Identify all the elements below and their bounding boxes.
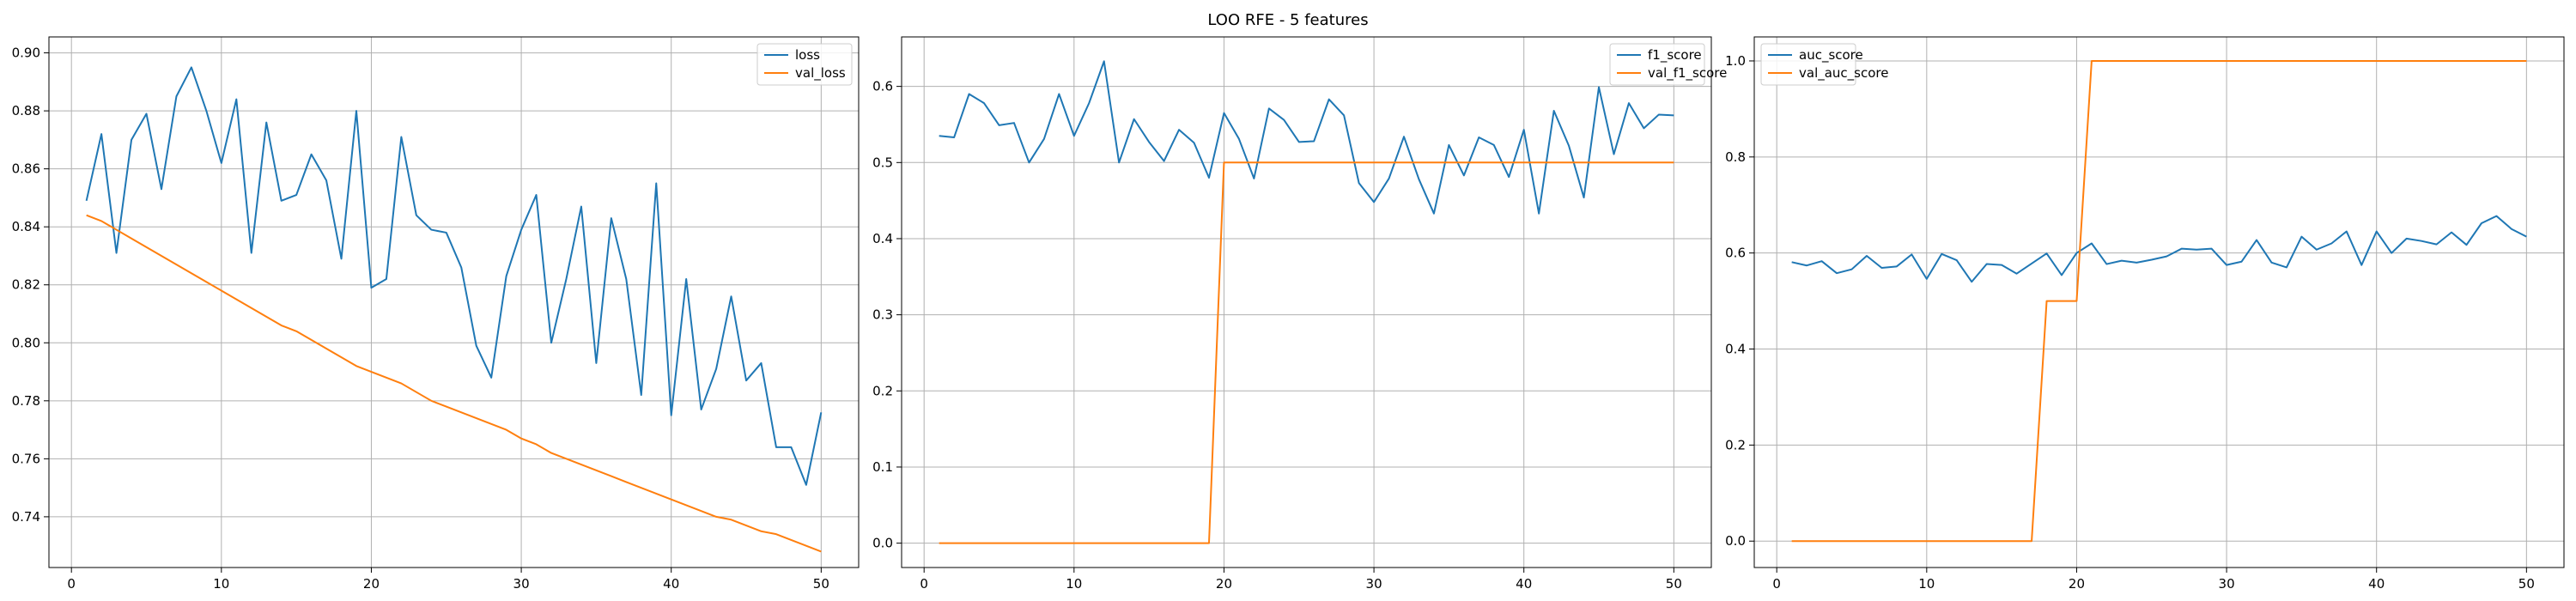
chart-panel-2: 0 10 20 30 40 50 0.0 0.1 0.2 0.3 0.4 0.5 0.6 f1_score… [872,36,1727,592]
x-tick-label: 50 [813,576,829,592]
legend-label-val_f1_score: val_f1_score [1648,65,1727,82]
y-tick-label: 1.0 [1725,53,1746,69]
x-tick-label: 50 [1666,576,1682,592]
y-tick-label: 0.76 [12,451,40,466]
x-tick-label: 0 [1772,576,1781,592]
y-tick-label: 0.88 [12,103,40,118]
y-tick-label: 0.0 [1725,533,1746,549]
x-tick-label: 20 [2069,576,2085,592]
y-tick-label: 0.6 [872,79,893,94]
x-tick-label: 50 [2518,576,2535,592]
y-tick-label: 0.6 [1725,246,1746,261]
y-tick-label: 0.5 [872,155,893,170]
y-tick-label: 0.74 [12,509,40,525]
series-line-f1_score [939,60,1674,215]
y-tick-label: 0.90 [12,46,40,61]
legend-label-val_auc_score: val_auc_score [1799,65,1889,82]
x-tick-label: 40 [2368,576,2385,592]
y-tick-label: 0.80 [12,335,40,350]
x-tick-label: 30 [1366,576,1382,592]
x-tick-label: 40 [663,576,679,592]
x-tick-label: 40 [1516,576,1532,592]
chart-panel-1: 0 10 20 30 40 50 0.74 0.76 0.78 0.80 0.82 0.84 0.86 0… [12,36,860,592]
y-tick-label: 0.4 [1725,342,1746,357]
figure-title: LOO RFE - 5 features [1207,11,1368,29]
y-tick-label: 0.2 [872,383,893,398]
y-tick-label: 0.78 [12,393,40,409]
chart-panel-3: 0 10 20 30 40 50 0.0 0.2 0.4 0.6 0.8 1.0 auc_scoreva… [1725,36,2565,592]
y-tick-label: 0.86 [12,161,40,177]
legend: loss val_loss [756,43,853,86]
series-line-val_loss [86,214,822,553]
y-tick-label: 0.3 [872,307,893,323]
y-tick-label: 0.2 [1725,437,1746,452]
y-tick-label: 0.4 [872,231,893,246]
legend-label-loss: loss [795,47,820,63]
y-tick-label: 0.84 [12,219,40,234]
x-tick-label: 30 [513,576,530,592]
y-tick-label: 0.1 [872,459,893,475]
legend-label-val_loss: val_loss [795,65,846,82]
x-tick-label: 10 [1066,576,1082,592]
series-line-val_auc_score [1791,59,2527,543]
x-tick-label: 0 [920,576,928,592]
grid [49,37,859,568]
y-tick-label: 0.0 [872,536,893,551]
y-tick-label: 0.8 [1725,149,1746,165]
x-tick-label: 20 [1216,576,1232,592]
x-tick-label: 10 [213,576,229,592]
axes-frame [48,36,860,568]
x-tick-label: 0 [67,576,76,592]
series-line-val_f1_score [939,161,1674,544]
x-tick-label: 10 [1918,576,1935,592]
x-tick-label: 20 [363,576,380,592]
x-tick-label: 30 [2219,576,2235,592]
legend-label-auc_score: auc_score [1799,47,1863,64]
y-tick-label: 0.82 [12,277,40,293]
axes-frame [1753,36,2565,568]
series-line-auc_score [1791,215,2527,283]
axes-frame [901,36,1712,568]
legend-label-f1_score: f1_score [1648,47,1702,64]
series-line-loss [85,66,823,486]
charts-container: 0 10 20 30 40 500.740.760.780.800.820.840.860… [12,36,2565,592]
